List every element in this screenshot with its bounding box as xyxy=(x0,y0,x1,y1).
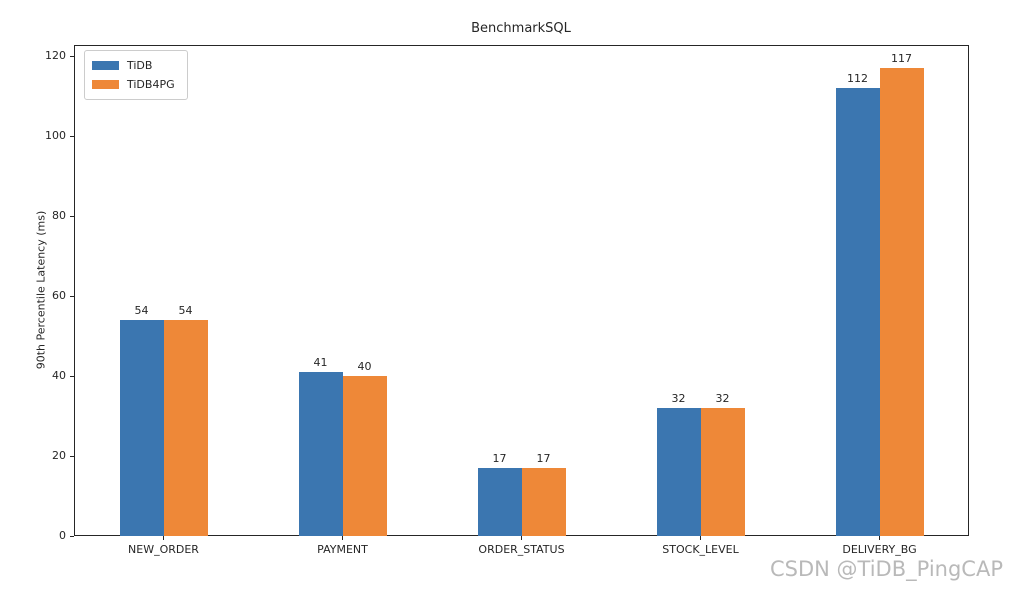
y-tick-label: 60 xyxy=(52,289,66,303)
x-tick-label: ORDER_STATUS xyxy=(478,543,565,556)
watermark-text: CSDN @TiDB_PingCAP xyxy=(769,557,1003,581)
legend: TiDB TiDB4PG xyxy=(84,50,188,100)
bar-tidb-new_order xyxy=(119,320,164,536)
y-tick-label: 120 xyxy=(45,49,66,63)
y-tick-mark xyxy=(70,535,74,537)
bar-value-label: 117 xyxy=(891,52,912,66)
legend-swatch-tidb xyxy=(92,61,119,70)
x-tick-label: DELIVERY_BG xyxy=(842,543,917,556)
x-tick-mark xyxy=(521,536,522,540)
plot-area xyxy=(74,45,969,536)
bar-value-label: 40 xyxy=(357,360,372,374)
chart-title: BenchmarkSQL xyxy=(471,21,571,36)
y-tick-label: 0 xyxy=(59,529,66,542)
bar-tidb4pg-payment xyxy=(342,376,387,536)
bar-value-label: 32 xyxy=(715,392,730,406)
legend-label-tidb: TiDB xyxy=(127,59,153,72)
bar-tidb-delivery_bg xyxy=(835,88,880,536)
bar-tidb4pg-order_status xyxy=(521,468,566,536)
bar-tidb-payment xyxy=(298,372,343,536)
y-tick-label: 20 xyxy=(52,449,66,463)
bar-value-label: 32 xyxy=(671,392,686,406)
bar-value-label: 54 xyxy=(178,304,193,318)
bar-value-label: 112 xyxy=(847,72,868,86)
bar-value-label: 17 xyxy=(536,452,551,466)
legend-item-tidb4pg: TiDB4PG xyxy=(92,75,175,94)
y-tick-mark xyxy=(70,55,74,57)
x-tick-mark xyxy=(342,536,343,540)
bar-tidb-stock_level xyxy=(656,408,701,536)
y-tick-mark xyxy=(70,295,74,297)
y-tick-label: 80 xyxy=(52,209,66,223)
x-tick-label: NEW_ORDER xyxy=(128,543,199,556)
x-tick-label: PAYMENT xyxy=(317,543,368,556)
y-tick-mark xyxy=(70,135,74,137)
bar-value-label: 41 xyxy=(313,356,328,370)
x-tick-mark xyxy=(163,536,164,540)
legend-item-tidb: TiDB xyxy=(92,56,175,75)
bar-tidb4pg-new_order xyxy=(163,320,208,536)
bar-tidb4pg-delivery_bg xyxy=(879,68,924,536)
y-tick-mark xyxy=(70,375,74,377)
bar-value-label: 17 xyxy=(492,452,507,466)
y-tick-mark xyxy=(70,455,74,457)
bar-tidb-order_status xyxy=(477,468,522,536)
bar-value-label: 54 xyxy=(134,304,149,318)
bar-tidb4pg-stock_level xyxy=(700,408,745,536)
y-tick-label: 100 xyxy=(45,129,66,143)
legend-swatch-tidb4pg xyxy=(92,80,119,89)
y-tick-label: 40 xyxy=(52,369,66,383)
x-tick-mark xyxy=(700,536,701,540)
y-tick-mark xyxy=(70,215,74,217)
x-tick-mark xyxy=(879,536,880,540)
legend-label-tidb4pg: TiDB4PG xyxy=(127,78,175,91)
x-tick-label: STOCK_LEVEL xyxy=(662,543,739,556)
